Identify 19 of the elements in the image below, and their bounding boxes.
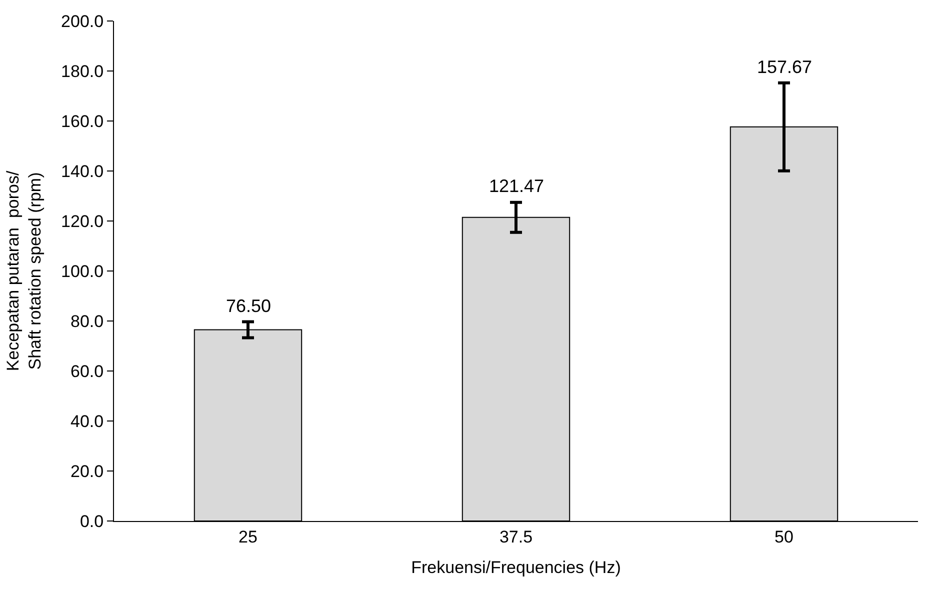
y-tick-label: 0.0 [80,512,104,531]
y-tick-label: 180.0 [61,62,104,81]
x-axis-title: Frekuensi/Frequencies (Hz) [411,558,621,577]
y-tick-label: 60.0 [70,362,104,381]
y-tick-label: 140.0 [61,162,104,181]
y-axis-title: Kecepatan putaran poros/ Shaft rotation speed (rpm) [4,170,45,372]
y-tick-label: 100.0 [61,262,104,281]
y-tick-label: 160.0 [61,112,104,131]
x-tick-label: 25 [238,527,258,546]
x-tick-label: 50 [774,527,794,546]
y-tick-label: 20.0 [70,462,104,481]
y-tick-label: 120.0 [61,212,104,231]
y-tick-label: 80.0 [70,312,104,331]
data-label: 76.50 [226,296,272,316]
data-label: 121.47 [489,176,544,196]
y-tick-label: 200.0 [61,12,104,31]
y-tick-label: 40.0 [70,412,104,431]
data-label: 157.67 [757,57,812,77]
x-tick-label: 37.5 [499,527,533,546]
